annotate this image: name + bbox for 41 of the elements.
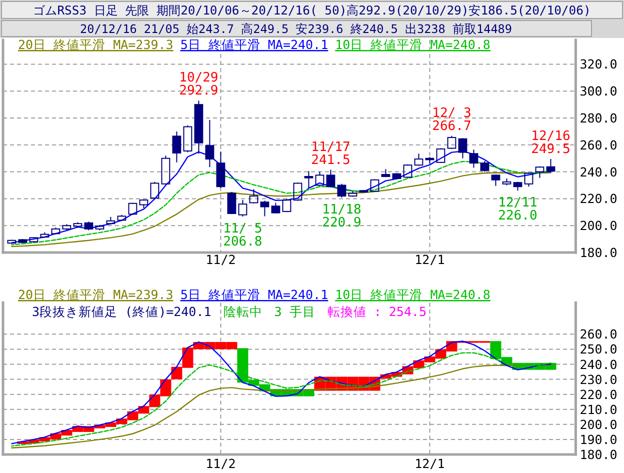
- y-tick-label: 220.0: [580, 191, 618, 206]
- x-tick-label: 12/1: [414, 252, 445, 267]
- y-tick-label: 210.0: [580, 402, 618, 417]
- x-tick-label: 11/2: [206, 456, 236, 471]
- y-tick-label: 250.0: [580, 342, 618, 357]
- y-tick-label: 240.0: [580, 356, 618, 372]
- annotation: 3段抜き新値足 (終値)=240.1: [32, 304, 212, 319]
- x-tick-label: 11/2: [206, 252, 236, 267]
- annotation: 11/17 241.5: [311, 140, 350, 168]
- annotation: 12/16 249.5: [531, 129, 570, 158]
- annotation: 11/ 5 206.8: [223, 221, 262, 250]
- header: ゴムRSS3 日足 先限 期間20/10/06～20/12/16( 50)高292.9(20/10/29)安186.5(20/10/06) 20/12/16 21/05 始243.7 高249.5 安239.6 終240.5 出3238 前取14489: [0, 0, 624, 38]
- y-tick-label: 190.0: [580, 432, 618, 447]
- annotation: 3 手目: [274, 304, 316, 319]
- legend-item: 20日 終値平滑 MA=239.3: [18, 37, 174, 52]
- y-tick-label: 200.0: [580, 416, 618, 432]
- y-tick-label: 320.0: [580, 56, 618, 72]
- y-tick-label: 280.0: [580, 110, 618, 126]
- annotation: 陰転中: [223, 304, 262, 319]
- y-tick-label: 260.0: [580, 137, 618, 152]
- y-tick-label: 240.0: [580, 164, 618, 180]
- y-tick-label: 180.0: [580, 245, 618, 260]
- legend-item: 10日 終値平滑 MA=240.8: [335, 287, 490, 302]
- y-tick-label: 180.0: [580, 447, 618, 462]
- annotation: 転換値 : 254.5: [327, 304, 427, 319]
- chart-title: ゴムRSS3 日足 先限 期間20/10/06～20/12/16( 50)高292.9(20/10/29)安186.5(20/10/06): [33, 4, 591, 18]
- y-tick-label: 300.0: [580, 84, 618, 99]
- chart-subtitle: 20/12/16 21/05 始243.7 高249.5 安239.6 終240.5 出3238 前取14489: [80, 22, 512, 36]
- annotation: 12/11 226.0: [498, 196, 538, 224]
- legend-item: 5日 終値平滑 MA=240.1: [180, 37, 328, 52]
- y-tick-label: 220.0: [580, 386, 618, 402]
- legend-item: 20日 終値平滑 MA=239.3: [18, 287, 174, 302]
- y-tick-label: 200.0: [580, 218, 618, 234]
- annotation: 11/18 220.9: [322, 202, 362, 230]
- y-tick-label: 260.0: [580, 326, 618, 342]
- x-tick-label: 12/1: [414, 456, 445, 471]
- annotation: 10/29 292.9: [179, 70, 218, 99]
- legend-item: 10日 終値平滑 MA=240.8: [335, 37, 490, 52]
- annotation: 12/ 3 266.7: [432, 106, 472, 134]
- legend-item: 5日 終値平滑 MA=240.1: [180, 287, 328, 302]
- y-tick-label: 230.0: [580, 372, 618, 387]
